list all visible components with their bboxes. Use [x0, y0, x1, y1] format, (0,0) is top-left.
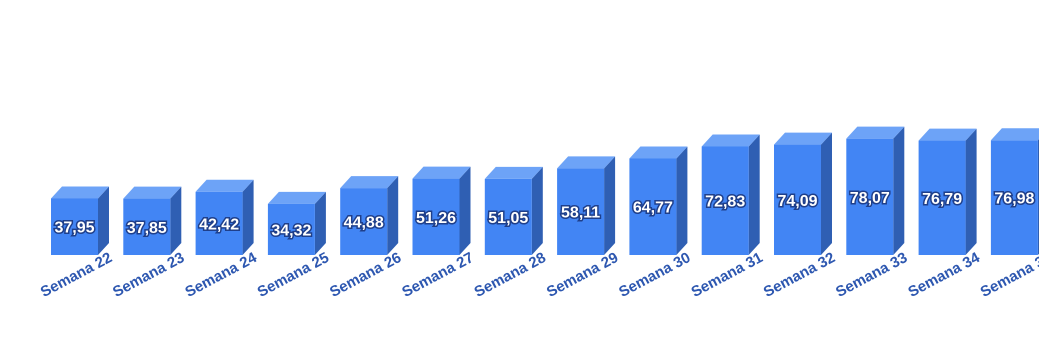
bar-top-13	[918, 128, 977, 141]
bar-side-13	[965, 128, 977, 255]
bar-value-label: 37,85	[127, 220, 167, 237]
bar-side-3	[242, 179, 254, 255]
category-label: Semana 26	[327, 249, 404, 301]
bar-value-label: 72,83	[705, 194, 745, 211]
bar-top-10	[701, 134, 760, 147]
bar-top-7	[484, 166, 543, 179]
bar-value-label: 74,09	[777, 193, 817, 210]
bar-value-label: 44,88	[344, 215, 384, 232]
bar-value-label: 37,95	[54, 220, 94, 237]
category-label: Semana 25	[255, 249, 332, 301]
bar-9	[629, 158, 677, 255]
bar-5	[340, 188, 388, 255]
bar-11	[774, 144, 821, 255]
bar-value-label: 76,98	[994, 191, 1034, 208]
bar-top-14	[990, 128, 1039, 141]
bar-side-6	[459, 166, 471, 255]
category-label: Semana 28	[472, 249, 549, 301]
category-label: Semana 24	[182, 249, 260, 301]
bar-value-label: 76,79	[922, 191, 962, 208]
bar-value-label: 58,11	[561, 205, 600, 222]
category-label: Semana 22	[38, 249, 115, 301]
bar-13	[918, 140, 966, 255]
bar-top-11	[774, 132, 832, 145]
bar-12	[846, 138, 894, 255]
bar-value-label: 34,32	[271, 222, 311, 239]
bar-side-12	[893, 126, 905, 256]
bar-value-label: 64,77	[633, 200, 673, 217]
bar-side-1	[98, 186, 109, 255]
category-label: Semana 23	[110, 249, 187, 301]
bar-value-label: 51,05	[488, 210, 528, 227]
bars-group	[51, 126, 1039, 256]
bar-top-4	[267, 191, 326, 204]
bar-side-11	[821, 132, 832, 255]
bar-3	[195, 191, 243, 255]
bar-value-label: 42,42	[199, 216, 239, 233]
bar-10	[701, 146, 749, 255]
category-label: Semana 34	[905, 249, 983, 301]
bar-side-10	[748, 134, 760, 255]
value-labels-group: 37,95 37,85 42,42 34,32 44,88 51,26 51,05 58,11…	[53, 188, 1036, 241]
bar-top-12	[846, 126, 905, 139]
bar-value-label: 51,26	[416, 210, 456, 227]
bar-top-6	[412, 166, 471, 179]
bar-4	[267, 203, 315, 255]
bar-top-8	[557, 156, 616, 169]
bar-7	[484, 178, 532, 255]
bar-side-2	[170, 186, 182, 255]
bar-top-9	[629, 146, 688, 159]
bar-1	[51, 198, 98, 255]
category-label: Semana 27	[399, 249, 476, 301]
bar-top-3	[195, 179, 254, 192]
category-label: Semana 32	[761, 249, 838, 301]
bar-top-1	[51, 186, 109, 199]
bar-side-4	[314, 191, 326, 255]
category-label: Semana 29	[544, 249, 621, 301]
bar-side-8	[604, 156, 616, 255]
bar-side-9	[676, 146, 688, 255]
bar-top-5	[340, 176, 399, 189]
category-label: Semana 30	[616, 249, 693, 301]
bar-side-5	[387, 176, 399, 255]
bar-6	[412, 178, 460, 255]
bar-value-label: 78,07	[850, 190, 890, 207]
bar-top-2	[123, 186, 182, 199]
bar-8	[557, 168, 605, 255]
category-label: Semana 31	[688, 249, 765, 301]
bar-14	[990, 140, 1038, 255]
bar-2	[123, 198, 171, 255]
category-label: Semana 35	[978, 249, 1039, 301]
bar-side-7	[531, 166, 543, 255]
category-label: Semana 33	[833, 249, 910, 301]
